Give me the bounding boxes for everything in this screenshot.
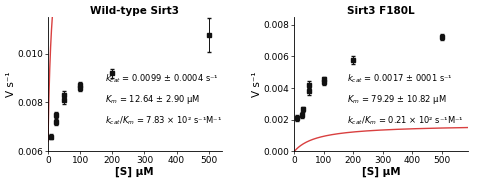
Title: Wild-type Sirt3: Wild-type Sirt3 bbox=[90, 6, 179, 16]
Text: $k_{cat}$ = 0.0099 ± 0.0004 s⁻¹: $k_{cat}$ = 0.0099 ± 0.0004 s⁻¹ bbox=[105, 73, 219, 85]
X-axis label: [S] μM: [S] μM bbox=[362, 167, 400, 177]
Text: $k_{cat}$ = 0.0017 ± 0001 s⁻¹: $k_{cat}$ = 0.0017 ± 0001 s⁻¹ bbox=[347, 73, 453, 85]
Y-axis label: V s⁻¹: V s⁻¹ bbox=[6, 71, 16, 97]
X-axis label: [S] μM: [S] μM bbox=[116, 167, 154, 177]
Text: $K_m$ = 12.64 ± 2.90 μM: $K_m$ = 12.64 ± 2.90 μM bbox=[105, 93, 201, 106]
Text: $K_m$ = 79.29 ± 10.82 μM: $K_m$ = 79.29 ± 10.82 μM bbox=[347, 93, 446, 106]
Text: $k_{cat}$/$K_m$ = 0.21 × 10² s⁻¹M⁻¹: $k_{cat}$/$K_m$ = 0.21 × 10² s⁻¹M⁻¹ bbox=[347, 115, 463, 127]
Y-axis label: V s⁻¹: V s⁻¹ bbox=[252, 71, 263, 97]
Text: $k_{cat}$/$K_m$ = 7.83 × 10² s⁻¹M⁻¹: $k_{cat}$/$K_m$ = 7.83 × 10² s⁻¹M⁻¹ bbox=[105, 115, 222, 127]
Title: Sirt3 F180L: Sirt3 F180L bbox=[348, 6, 415, 16]
